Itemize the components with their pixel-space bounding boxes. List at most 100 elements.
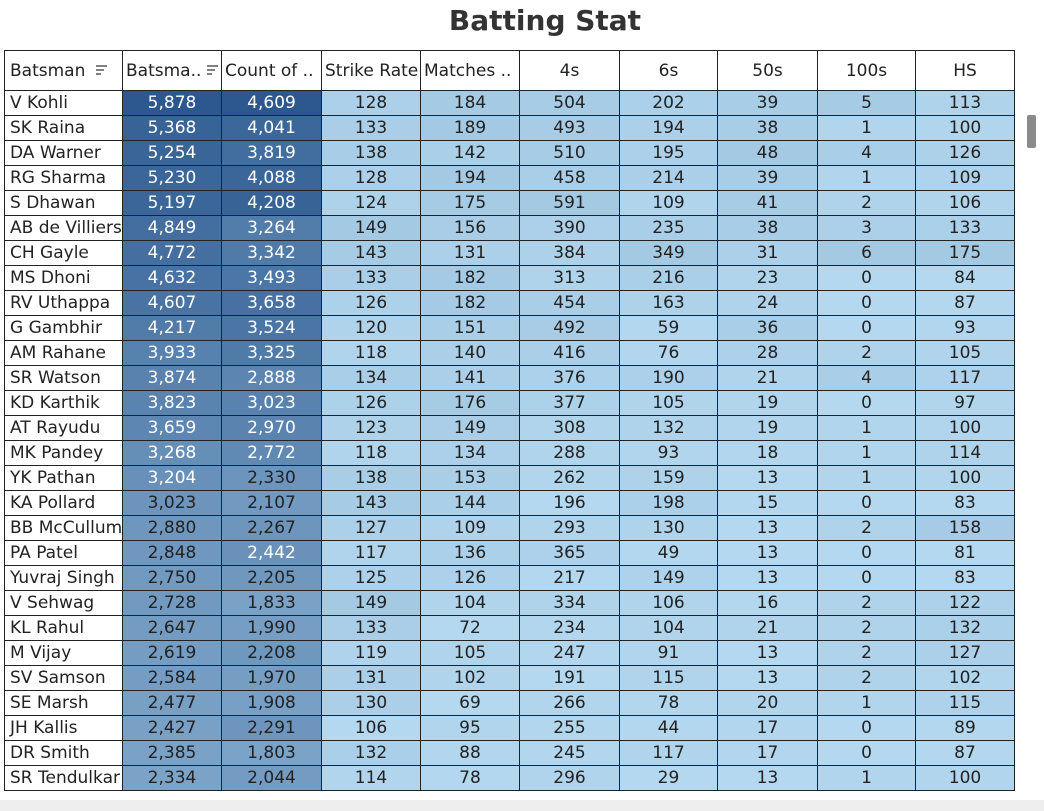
value-cell: 132	[322, 741, 421, 766]
value-cell: 136	[421, 541, 520, 566]
value-cell: 149	[322, 591, 421, 616]
value-cell: 3,823	[123, 391, 222, 416]
column-header[interactable]: HS	[916, 50, 1015, 91]
value-cell: 4,772	[123, 241, 222, 266]
value-cell: 365	[520, 541, 620, 566]
value-cell: 1,990	[222, 616, 322, 641]
column-header[interactable]: 100s	[818, 50, 916, 91]
value-cell: 13	[718, 766, 818, 791]
sort-icon[interactable]	[96, 65, 108, 75]
value-cell: 2,267	[222, 516, 322, 541]
value-cell: 0	[818, 541, 916, 566]
column-header[interactable]: 4s	[520, 50, 620, 91]
column-header[interactable]: Batsma..	[123, 50, 222, 91]
value-cell: 15	[718, 491, 818, 516]
column-header[interactable]: 6s	[620, 50, 718, 91]
value-cell: 138	[322, 466, 421, 491]
value-cell: 3,264	[222, 216, 322, 241]
value-cell: 191	[520, 666, 620, 691]
value-cell: 141	[421, 366, 520, 391]
value-cell: 87	[916, 291, 1015, 316]
sort-icon[interactable]	[207, 65, 219, 75]
value-cell: 115	[916, 691, 1015, 716]
value-cell: 189	[421, 116, 520, 141]
scroll-thumb[interactable]	[1027, 115, 1036, 148]
value-cell: 1	[818, 166, 916, 191]
value-cell: 21	[718, 366, 818, 391]
value-cell: 2,647	[123, 616, 222, 641]
value-cell: 4,088	[222, 166, 322, 191]
row-label: SR Tendulkar	[4, 766, 123, 791]
value-cell: 184	[421, 91, 520, 116]
value-cell: 2,888	[222, 366, 322, 391]
value-cell: 72	[421, 616, 520, 641]
value-cell: 133	[322, 116, 421, 141]
value-cell: 0	[818, 316, 916, 341]
value-cell: 2	[818, 641, 916, 666]
value-cell: 49	[620, 541, 718, 566]
value-cell: 126	[322, 291, 421, 316]
value-cell: 151	[421, 316, 520, 341]
value-cell: 2,772	[222, 441, 322, 466]
value-cell: 163	[620, 291, 718, 316]
title: Batting Stat	[448, 4, 642, 37]
value-cell: 84	[916, 266, 1015, 291]
value-cell: 266	[520, 691, 620, 716]
scrollbar[interactable]	[1024, 92, 1040, 796]
value-cell: 247	[520, 641, 620, 666]
column-header[interactable]: Strike Rate	[322, 50, 421, 91]
value-cell: 156	[421, 216, 520, 241]
value-cell: 118	[322, 441, 421, 466]
value-cell: 2,880	[123, 516, 222, 541]
row-label: BB McCullum	[4, 516, 123, 541]
value-cell: 117	[322, 541, 421, 566]
value-cell: 1,833	[222, 591, 322, 616]
column-header[interactable]: Matches ..	[421, 50, 520, 91]
value-cell: 104	[620, 616, 718, 641]
value-cell: 118	[322, 341, 421, 366]
row-label: AT Rayudu	[4, 416, 123, 441]
value-cell: 126	[421, 566, 520, 591]
value-cell: 100	[916, 416, 1015, 441]
value-cell: 76	[620, 341, 718, 366]
value-cell: 293	[520, 516, 620, 541]
column-header[interactable]: Count of ..	[222, 50, 322, 91]
value-cell: 102	[421, 666, 520, 691]
value-cell: 216	[620, 266, 718, 291]
value-cell: 2,970	[222, 416, 322, 441]
value-cell: 288	[520, 441, 620, 466]
value-cell: 2,334	[123, 766, 222, 791]
value-cell: 2,750	[123, 566, 222, 591]
value-cell: 504	[520, 91, 620, 116]
value-cell: 132	[916, 616, 1015, 641]
column-header[interactable]: 50s	[718, 50, 818, 91]
row-label: KD Karthik	[4, 391, 123, 416]
row-label: MK Pandey	[4, 441, 123, 466]
table: Batsman Batsma.. Count of .. Strike Rate Mat…	[4, 50, 1016, 796]
value-cell: 91	[620, 641, 718, 666]
value-cell: 130	[322, 691, 421, 716]
value-cell: 114	[916, 441, 1015, 466]
value-cell: 0	[818, 491, 916, 516]
row-label: V Kohli	[4, 91, 123, 116]
row-label: YK Pathan	[4, 466, 123, 491]
value-cell: 4,607	[123, 291, 222, 316]
value-cell: 127	[322, 516, 421, 541]
value-cell: 5	[818, 91, 916, 116]
value-cell: 81	[916, 541, 1015, 566]
value-cell: 1,803	[222, 741, 322, 766]
value-cell: 131	[322, 666, 421, 691]
value-cell: 4,849	[123, 216, 222, 241]
value-cell: 100	[916, 766, 1015, 791]
value-cell: 454	[520, 291, 620, 316]
value-cell: 87	[916, 741, 1015, 766]
value-cell: 131	[421, 241, 520, 266]
value-cell: 134	[322, 366, 421, 391]
value-cell: 100	[916, 116, 1015, 141]
value-cell: 3,342	[222, 241, 322, 266]
value-cell: 194	[620, 116, 718, 141]
value-cell: 158	[916, 516, 1015, 541]
value-cell: 159	[620, 466, 718, 491]
value-cell: 126	[322, 391, 421, 416]
value-cell: 83	[916, 566, 1015, 591]
